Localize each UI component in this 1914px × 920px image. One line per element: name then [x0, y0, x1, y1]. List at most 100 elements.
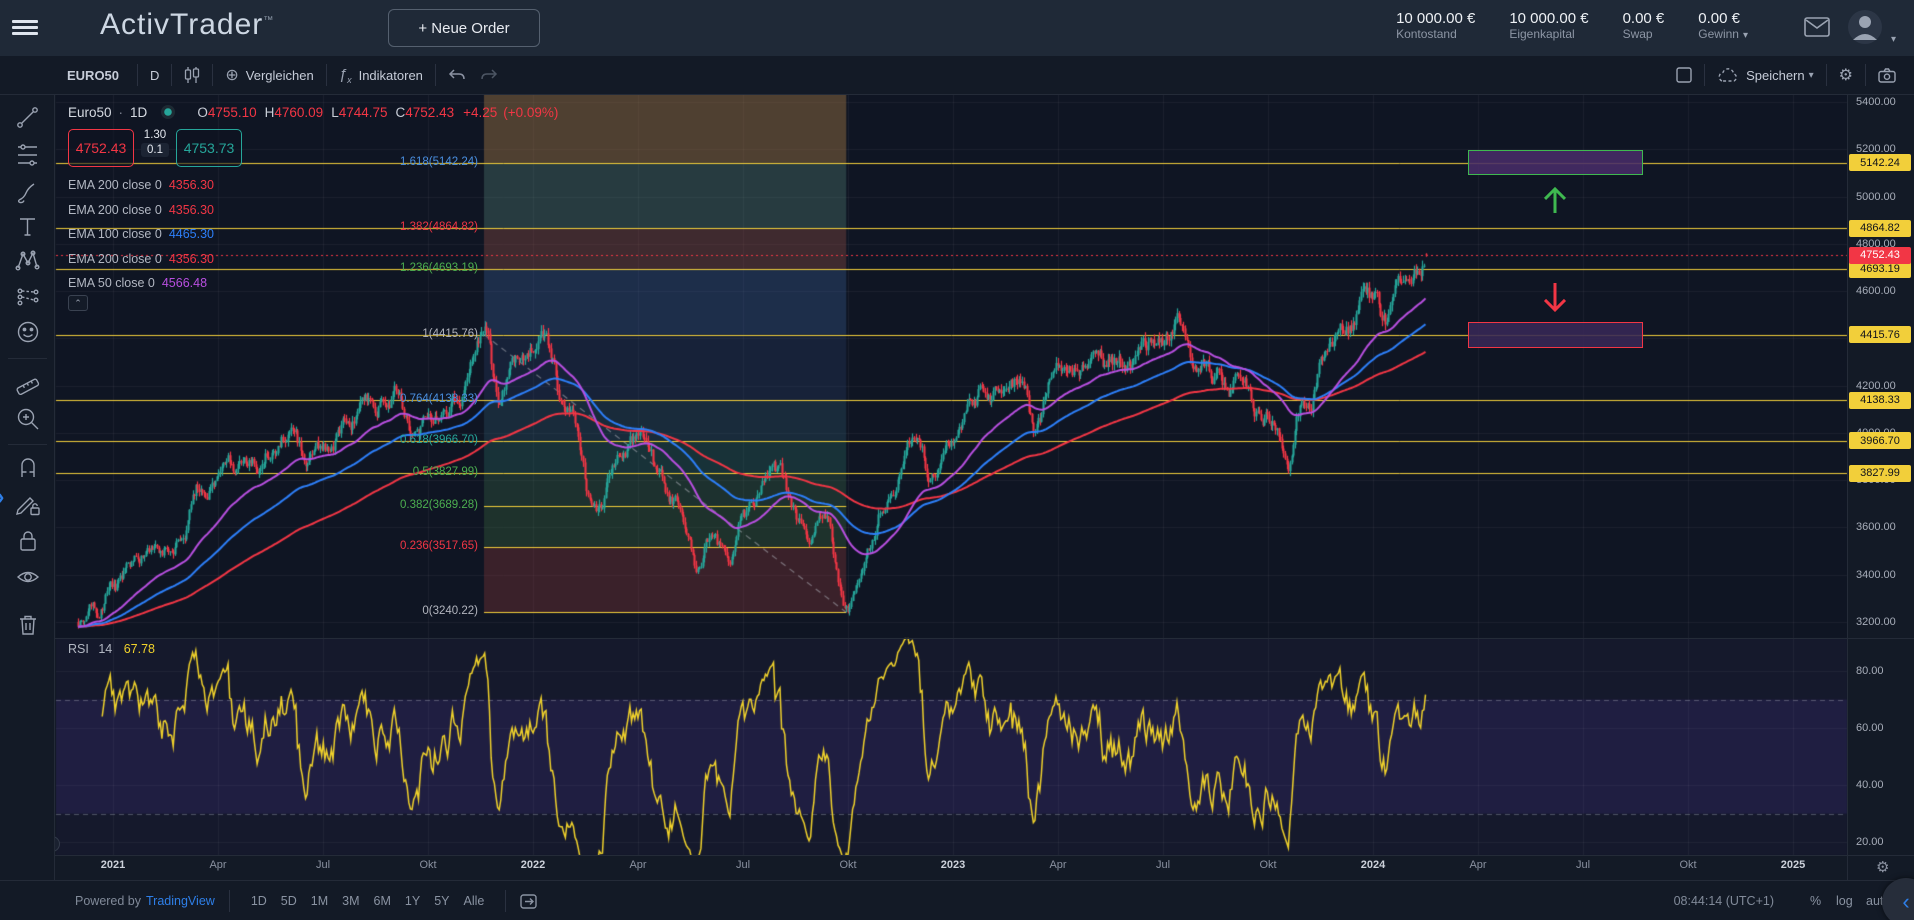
fib-price-badge: 4138.33: [1849, 392, 1911, 409]
tool-magnet[interactable]: [14, 453, 42, 481]
snapshot-button[interactable]: [1866, 56, 1908, 94]
time-label: 2025: [1781, 859, 1805, 871]
trend-line-icon: [14, 104, 42, 132]
fib-level-label: 0(3240.22): [328, 605, 478, 617]
time-label: Apr: [629, 859, 646, 871]
indicator-row: EMA 200 close 04356.30: [68, 252, 214, 266]
time-label: Apr: [209, 859, 226, 871]
log-scale-button[interactable]: log: [1836, 894, 1853, 908]
camera-icon: [1878, 68, 1896, 83]
tool-xabcd-pattern[interactable]: [14, 247, 42, 275]
range-alle[interactable]: Alle: [464, 894, 485, 908]
indicator-value: 4566.48: [162, 276, 207, 290]
rsi-tick: 80.00: [1856, 665, 1912, 677]
time-label: Apr: [1469, 859, 1486, 871]
account-stats: 10 000.00 €Kontostand10 000.00 €Eigenkap…: [1396, 10, 1782, 43]
buy-button[interactable]: 4753.73: [176, 129, 242, 167]
tool-remove-all[interactable]: [14, 610, 42, 638]
chart-legend: Euro50 · 1D O4755.10H4760.09L4744.75C475…: [68, 104, 558, 120]
tradingview-link[interactable]: TradingView: [146, 894, 215, 908]
indicator-row: EMA 100 close 04465.30: [68, 227, 214, 241]
fib-level-label: 1.382(4864.82): [328, 221, 478, 233]
account-caret-icon[interactable]: ▾: [1891, 34, 1896, 45]
tool-lock-all[interactable]: [14, 527, 42, 555]
tool-ruler[interactable]: [14, 369, 42, 397]
time-label: Okt: [839, 859, 856, 871]
stat-value: 0.00 €: [1698, 10, 1740, 27]
new-order-button[interactable]: + Neue Order: [388, 9, 540, 47]
settings-icon[interactable]: ⚙: [1827, 56, 1865, 94]
interval-button[interactable]: D: [138, 56, 171, 94]
powered-by-label: Powered by: [75, 894, 141, 908]
tool-emoji[interactable]: [14, 318, 42, 346]
undo-icon: [448, 68, 466, 82]
fib-level-label: 0.764(4138.33): [328, 393, 478, 405]
percent-scale-button[interactable]: %: [1810, 894, 1821, 908]
menu-icon[interactable]: [12, 17, 38, 39]
ohlc-key: O: [197, 105, 208, 120]
tool-text[interactable]: [14, 213, 42, 241]
redo-button[interactable]: [478, 56, 510, 94]
chart-style-button[interactable]: [172, 56, 212, 94]
indicator-label: EMA 200 close 0: [68, 203, 162, 217]
range-5y[interactable]: 5Y: [434, 894, 449, 908]
indicator-label: EMA 200 close 0: [68, 178, 162, 192]
bottom-bar: Powered by TradingView 1D 5D 1M 3M 6M 1Y 5Y All…: [0, 880, 1914, 920]
tool-forecast[interactable]: [14, 283, 42, 311]
top-bar: ActivTrader™ + Neue Order 10 000.00 €Kon…: [0, 0, 1914, 56]
symbol-button[interactable]: EURO50: [55, 56, 137, 94]
chart-canvas[interactable]: [0, 0, 1914, 920]
lock-all-icon: [14, 527, 42, 555]
up-arrow-drawing[interactable]: [1541, 187, 1569, 220]
sell-button[interactable]: 4752.43: [68, 129, 134, 167]
legend-collapse-button[interactable]: ⌃: [68, 295, 88, 311]
tool-fib-retracement[interactable]: [14, 141, 42, 169]
panel-expand-handle[interactable]: ›: [0, 484, 4, 510]
range-6m[interactable]: 6M: [374, 894, 391, 908]
save-button[interactable]: Speichern ▾: [1705, 56, 1826, 94]
tool-brush[interactable]: [14, 178, 42, 206]
fx-icon: ƒx: [339, 66, 352, 85]
spread-display: 1.30 0.1: [136, 129, 174, 167]
chart-toolbar: EURO50 D ⊕ Vergleichen ƒx Indikatoren: [0, 56, 1914, 95]
zoom-in-icon: [14, 405, 42, 433]
resistance-zone-rectangle[interactable]: [1468, 150, 1643, 175]
tool-hide-all[interactable]: [14, 563, 42, 591]
price-tick: 3600.00: [1856, 521, 1912, 533]
layout-button[interactable]: [1664, 56, 1704, 94]
fib-price-badge: 5142.24: [1849, 154, 1911, 171]
gewinn-caret-icon[interactable]: ▾: [1743, 30, 1748, 41]
range-5d[interactable]: 5D: [281, 894, 297, 908]
stat-kontostand: 10 000.00 €Kontostand: [1396, 10, 1475, 43]
tool-trend-line[interactable]: [14, 104, 42, 132]
support-zone-rectangle[interactable]: [1468, 322, 1643, 348]
indicator-label: EMA 200 close 0: [68, 252, 162, 266]
range-1y[interactable]: 1Y: [405, 894, 420, 908]
time-axis-settings-icon[interactable]: ⚙: [1876, 858, 1889, 876]
range-3m[interactable]: 3M: [342, 894, 359, 908]
stat-value: 0.00 €: [1623, 10, 1665, 27]
range-1d[interactable]: 1D: [251, 894, 267, 908]
rsi-tick: 60.00: [1856, 722, 1912, 734]
legend-symbol: Euro50: [68, 105, 112, 120]
ohlc-values: O4755.10H4760.09L4744.75C4752.43+4.25(+0…: [189, 105, 558, 120]
avatar[interactable]: [1846, 8, 1884, 46]
tool-zoom-in[interactable]: [14, 405, 42, 433]
rsi-value: 67.78: [124, 642, 155, 656]
indicators-button[interactable]: ƒx Indikatoren: [327, 56, 435, 94]
range-1m[interactable]: 1M: [311, 894, 328, 908]
rsi-legend: RSI 14 67.78: [68, 642, 155, 656]
xabcd-pattern-icon: [14, 247, 42, 275]
hide-all-icon: [14, 563, 42, 591]
drawing-lock-icon: [14, 490, 42, 518]
fib-price-badge: 4864.82: [1849, 220, 1911, 237]
compare-button[interactable]: ⊕ Vergleichen: [213, 56, 325, 94]
indicator-row: EMA 200 close 04356.30: [68, 178, 214, 192]
stat-gewinn[interactable]: 0.00 €Gewinn▾: [1698, 10, 1748, 43]
undo-button[interactable]: [436, 56, 478, 94]
time-label: 2023: [941, 859, 965, 871]
down-arrow-drawing[interactable]: [1541, 283, 1569, 317]
tool-drawing-lock[interactable]: [14, 490, 42, 518]
mail-icon[interactable]: [1804, 16, 1830, 38]
goto-date-icon[interactable]: [520, 893, 539, 909]
